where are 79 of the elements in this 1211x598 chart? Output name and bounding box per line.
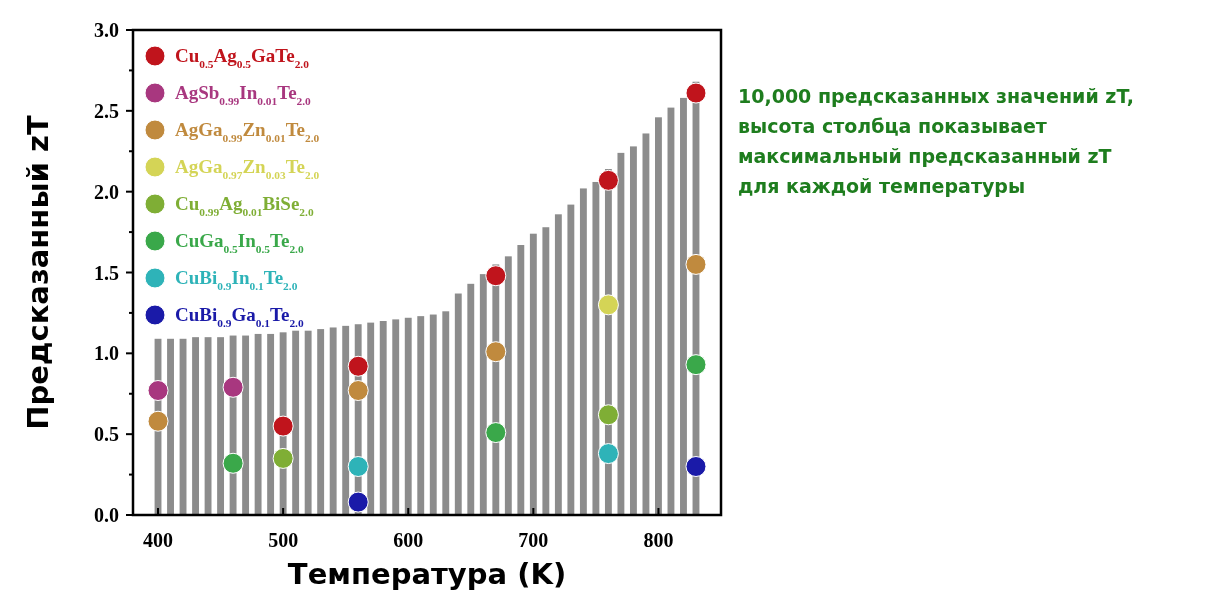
y-tick-label: 2.0 — [94, 180, 119, 203]
bar — [592, 181, 600, 515]
bar — [204, 337, 212, 515]
y-tick-label: 1.5 — [94, 261, 119, 284]
bar — [680, 97, 687, 515]
legend-label: Cu$_{0.5}$Ag$_{0.5}$GaTe$_{2.0}$ — [175, 45, 310, 70]
bar — [317, 329, 325, 515]
point — [272, 447, 294, 469]
bar — [304, 330, 312, 515]
bar — [342, 325, 350, 515]
bar — [242, 335, 250, 515]
bar — [467, 283, 475, 515]
point — [685, 253, 707, 275]
point — [347, 456, 369, 477]
legend-label: AgGa$_{0.97}$Zn$_{0.03}$Te$_{2.0}$ — [175, 156, 320, 181]
point — [347, 355, 369, 377]
legend-label: CuBi$_{0.9}$In$_{0.1}$Te$_{2.0}$ — [175, 267, 298, 292]
bar — [542, 227, 550, 515]
bar — [554, 214, 562, 515]
point — [485, 265, 507, 287]
point — [272, 415, 294, 437]
bar — [254, 333, 262, 515]
point — [485, 422, 507, 444]
bar — [629, 146, 637, 515]
y-tick-label: 1.0 — [94, 342, 119, 365]
bar — [192, 337, 199, 515]
bar — [167, 338, 174, 515]
bar — [442, 311, 450, 515]
x-tick-label: 700 — [518, 529, 549, 551]
bar — [529, 233, 537, 515]
point — [485, 341, 507, 363]
bar — [367, 322, 375, 515]
point — [597, 169, 619, 191]
bar — [579, 188, 587, 515]
y-tick-label: 0.5 — [94, 423, 119, 446]
legend-label: AgGa$_{0.99}$Zn$_{0.01}$Te$_{2.0}$ — [175, 119, 320, 144]
x-tick-label: 400 — [143, 529, 174, 551]
point — [347, 380, 369, 402]
point — [685, 82, 707, 104]
point — [597, 294, 619, 316]
legend-label: AgSb$_{0.99}$In$_{0.01}$Te$_{2.0}$ — [175, 82, 312, 107]
bar — [217, 337, 225, 515]
point — [347, 491, 369, 513]
point — [597, 404, 619, 426]
point — [222, 376, 244, 398]
bar — [642, 133, 650, 515]
x-tick-label: 500 — [268, 529, 299, 551]
bar — [567, 204, 575, 515]
bar — [429, 314, 437, 515]
bar — [617, 152, 625, 515]
bar — [267, 333, 275, 515]
point — [147, 410, 169, 432]
legend-label: CuBi$_{0.9}$Ga$_{0.1}$Te$_{2.0}$ — [175, 304, 304, 329]
x-axis-title: Температура (K) — [287, 557, 567, 591]
y-axis-title: Предсказанный zT — [21, 115, 55, 430]
y-tick-label: 2.5 — [94, 99, 119, 122]
bar — [404, 317, 412, 515]
bar — [392, 319, 400, 515]
x-tick-label: 800 — [643, 529, 674, 551]
legend-label: Cu$_{0.99}$Ag$_{0.01}$BiSe$_{2.0}$ — [175, 193, 314, 218]
point — [685, 354, 707, 376]
bar — [479, 274, 487, 515]
legend-label: CuGa$_{0.5}$In$_{0.5}$Te$_{2.0}$ — [175, 230, 304, 255]
bar — [417, 316, 425, 515]
bar — [504, 256, 512, 515]
point — [685, 456, 707, 477]
x-tick-label: 600 — [393, 529, 424, 551]
bar — [454, 293, 462, 515]
point — [147, 380, 169, 402]
bar — [655, 117, 662, 515]
y-tick-label: 3.0 — [94, 19, 119, 41]
text: 10,000 предсказанных значений zT, высота столбца показывает максимальный предсказанный zT для каждой температуры — [738, 85, 1134, 197]
bar — [379, 321, 387, 515]
bar — [329, 327, 337, 515]
bar — [517, 245, 525, 515]
point — [222, 452, 244, 474]
point — [597, 443, 619, 465]
y-tick-label: 0.0 — [94, 504, 119, 526]
bar — [292, 330, 300, 515]
